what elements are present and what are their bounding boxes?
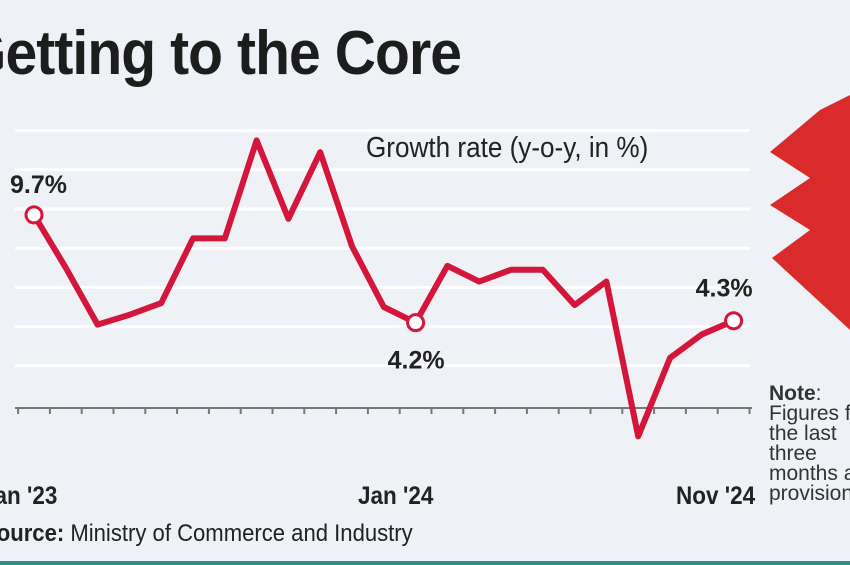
x-tick-label: Jan '24 [358, 482, 434, 510]
source-line: Source: Ministry of Commerce and Industr… [0, 520, 413, 548]
data-label: 4.2% [388, 347, 445, 375]
source-text: Ministry of Commerce and Industry [70, 520, 413, 547]
highlight-marker [406, 313, 426, 333]
note-text: Figures for the last three months are pr… [769, 402, 850, 505]
note-label: Note [769, 382, 816, 405]
x-tick-label: Jan '23 [0, 482, 58, 510]
chart-subtitle: Growth rate (y-o-y, in %) [366, 132, 649, 164]
highlight-marker [24, 205, 44, 225]
highlight-marker [724, 311, 744, 331]
note: Note:Figures for the last three months a… [769, 382, 850, 505]
data-label: 4.3% [696, 275, 753, 303]
source-label: Source: [0, 520, 65, 547]
x-tick-label: Nov '24 [676, 482, 756, 510]
chart-title: Getting to the Core [0, 19, 462, 88]
bottom-accent-bar [0, 561, 850, 565]
data-label: 9.7% [10, 171, 67, 199]
